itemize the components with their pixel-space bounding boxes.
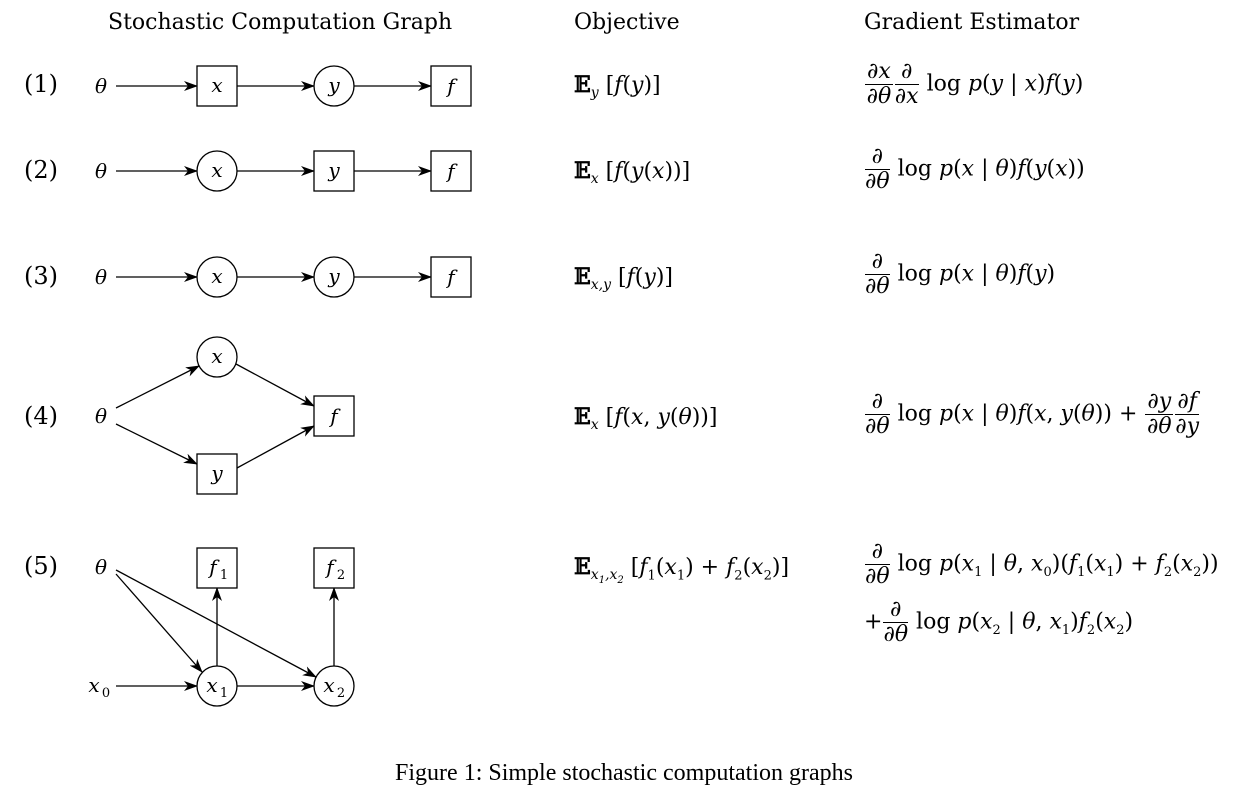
- node-label-x: x: [211, 158, 222, 182]
- node-label-x: x: [211, 264, 222, 288]
- objective-1: 𝔼y [f(y)]: [574, 72, 661, 101]
- node-label-x: x: [211, 344, 222, 368]
- node-label-f2-sub: 2: [337, 568, 345, 583]
- objective-3: 𝔼x,y [f(y)]: [574, 264, 673, 293]
- estimator-5-line-1: ∂ ∂θ log p(x1 | θ, x0)(f1(x1) + f2(x2)): [864, 540, 1219, 589]
- node-label-x0-sub: 0: [102, 686, 110, 701]
- node-label-y: y: [327, 264, 340, 288]
- node-label-x2: x: [323, 673, 334, 697]
- node-label-x: x: [211, 73, 222, 97]
- theta-label: θ: [95, 404, 107, 428]
- node-f2: [314, 548, 354, 588]
- graph-row-1: [116, 66, 471, 106]
- node-f1: [197, 548, 237, 588]
- theta-label: θ: [95, 555, 107, 579]
- node-label-f1-sub: 1: [220, 568, 228, 583]
- node-label-y: y: [210, 461, 223, 485]
- node-label-x1-sub: 1: [220, 686, 228, 701]
- theta-label: θ: [95, 159, 107, 183]
- figure-caption: Figure 1: Simple stochastic computation …: [0, 760, 1248, 787]
- theta-label: θ: [95, 74, 107, 98]
- estimator-1: ∂x ∂θ ∂ ∂x log p(y | x)f(y): [864, 60, 1083, 109]
- graph-row-5: [116, 548, 354, 706]
- node-label-x0: x: [88, 673, 99, 697]
- graph-row-3: [116, 257, 471, 297]
- node-label-y: y: [327, 73, 340, 97]
- objective-5: 𝔼x1,x2 [f1(x1) + f2(x2)]: [574, 554, 789, 586]
- objective-4: 𝔼x [f(x, y(θ))]: [574, 404, 717, 433]
- objective-2: 𝔼x [f(y(x))]: [574, 158, 690, 187]
- estimator-2: ∂ ∂θ log p(x | θ)f(y(x)): [864, 145, 1085, 194]
- estimator-4: ∂ ∂θ log p(x | θ)f(x, y(θ)) + ∂y ∂θ ∂f ∂y: [864, 390, 1200, 439]
- node-label-x2-sub: 2: [337, 686, 345, 701]
- estimator-5-line-2: + ∂ ∂θ log p(x2 | θ, x1)f2(x2): [864, 598, 1133, 647]
- theta-label: θ: [95, 265, 107, 289]
- node-label-x1: x: [206, 673, 217, 697]
- graph-row-4: [116, 337, 354, 494]
- estimator-3: ∂ ∂θ log p(x | θ)f(y): [864, 250, 1055, 299]
- graph-row-2: [116, 151, 471, 191]
- node-label-y: y: [327, 158, 340, 182]
